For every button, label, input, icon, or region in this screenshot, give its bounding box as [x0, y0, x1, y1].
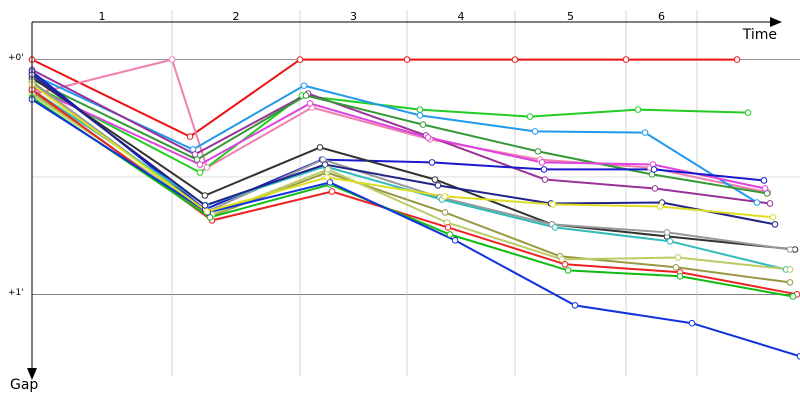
point — [558, 256, 566, 263]
point — [549, 201, 557, 208]
point — [511, 56, 519, 63]
point — [672, 264, 680, 271]
point — [651, 185, 659, 192]
y-axis-label: Gap — [10, 377, 38, 393]
series-line — [31, 58, 769, 194]
point — [434, 182, 442, 189]
point — [760, 177, 768, 184]
point — [769, 214, 777, 221]
point — [324, 166, 332, 173]
point — [444, 224, 452, 231]
point — [666, 237, 674, 245]
point — [622, 56, 630, 63]
point — [441, 193, 449, 200]
point — [541, 176, 549, 183]
y-axis-arrow — [27, 368, 37, 380]
point — [196, 169, 204, 176]
point — [766, 200, 774, 207]
point — [534, 148, 542, 155]
point — [416, 112, 424, 119]
point — [403, 56, 411, 63]
point — [744, 109, 752, 116]
point — [446, 231, 454, 238]
y-tick-label: +1' — [8, 288, 24, 298]
point — [674, 254, 682, 261]
point — [296, 56, 304, 63]
point — [551, 224, 559, 231]
series-line — [31, 78, 768, 195]
point — [323, 174, 331, 181]
point — [753, 199, 761, 206]
lap-label: 1 — [99, 10, 106, 23]
point — [419, 121, 427, 128]
point — [451, 237, 459, 244]
lap-label: 6 — [658, 10, 665, 23]
point — [416, 106, 424, 113]
point — [786, 246, 794, 253]
series-line — [31, 98, 800, 358]
point — [688, 319, 696, 327]
point — [650, 166, 658, 173]
point — [428, 159, 436, 166]
point — [571, 302, 579, 309]
point — [676, 272, 684, 280]
point — [203, 208, 211, 215]
point — [786, 279, 794, 286]
point — [186, 133, 194, 140]
point — [796, 353, 800, 360]
lap-label: 4 — [458, 10, 465, 23]
point — [203, 164, 211, 171]
x-axis-label: Time — [742, 27, 777, 43]
point — [300, 82, 308, 89]
point — [326, 179, 334, 186]
point — [761, 185, 769, 192]
point — [540, 166, 548, 173]
point — [431, 176, 439, 183]
point — [538, 159, 546, 166]
point — [564, 267, 572, 274]
point — [526, 113, 534, 120]
y-tick-label: +0' — [8, 53, 24, 63]
point — [424, 134, 432, 141]
point — [196, 161, 204, 168]
point — [663, 229, 671, 236]
point — [168, 56, 176, 63]
lap-label: 5 — [567, 10, 574, 23]
point — [321, 161, 329, 168]
point — [641, 129, 649, 136]
lap-label: 2 — [233, 10, 240, 23]
point — [316, 144, 324, 151]
point — [561, 260, 569, 268]
point — [306, 100, 314, 107]
x-axis-arrow — [770, 17, 782, 27]
point — [786, 266, 794, 273]
point — [441, 209, 449, 216]
point — [201, 192, 209, 199]
point — [656, 203, 664, 210]
series-line — [31, 68, 771, 205]
point — [201, 202, 209, 209]
point — [634, 106, 642, 113]
point — [193, 156, 201, 163]
point — [789, 293, 797, 300]
series-line — [31, 90, 791, 284]
point — [771, 221, 779, 228]
point — [733, 56, 741, 63]
lap-label: 3 — [350, 10, 357, 23]
point — [302, 92, 310, 99]
lines — [28, 56, 800, 360]
point — [531, 128, 539, 135]
point — [328, 188, 336, 195]
